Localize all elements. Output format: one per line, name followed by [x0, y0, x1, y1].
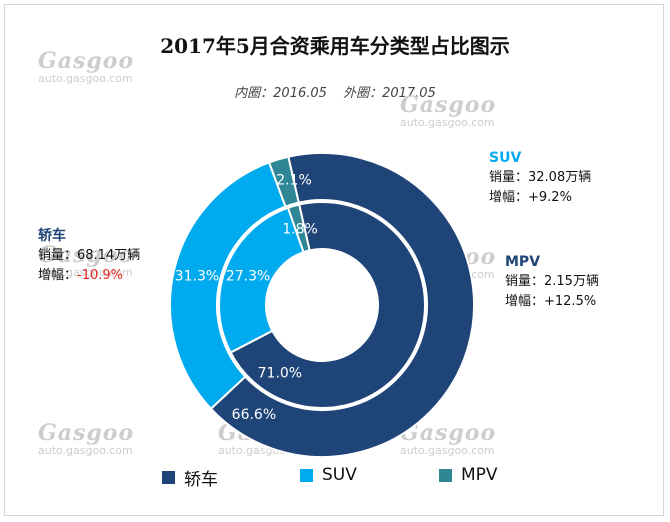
callout-sedan-growth-label: 增幅： [38, 268, 78, 283]
callout-mpv: MPV 销量：2.15万辆 增幅：+12.5% [505, 252, 599, 312]
callout-suv: SUV 销量：32.08万辆 增幅：+9.2% [489, 148, 591, 208]
outer-label-sedan: 66.6% [232, 407, 276, 423]
outer-slice-mpv [267, 155, 300, 208]
outer-slice-suv [169, 161, 287, 411]
callout-sedan: 轿车 销量：68.14万辆 增幅：-10.9% [38, 226, 140, 286]
chart-frame [4, 4, 664, 516]
legend-label: 轿车 [184, 470, 218, 490]
callout-sedan-growth: 增幅：-10.9% [38, 266, 140, 286]
subtitle-inner-ring: 内圈：2016.05 [234, 86, 327, 101]
callout-suv-growth: 增幅：+9.2% [489, 190, 572, 205]
legend-item-sedan: 轿车 [162, 465, 218, 490]
legend-swatch [439, 468, 452, 482]
legend-label: MPV [461, 465, 498, 485]
outer-label-mpv: 2.1% [276, 173, 312, 189]
subtitle-outer-ring: 外圈：2017.05 [343, 86, 436, 101]
callout-sedan-growth-value: -10.9% [77, 268, 124, 283]
legend-swatch [162, 471, 175, 484]
inner-label-mpv: 1.8% [282, 222, 318, 238]
inner-slice-sedan [229, 201, 426, 409]
chart-title: 2017年5月合资乘用车分类型占比图示 [160, 34, 510, 58]
outer-slice-sedan [209, 152, 475, 458]
callout-sedan-name: 轿车 [38, 228, 66, 244]
legend-label: SUV [322, 465, 357, 485]
inner-slice-mpv [286, 203, 311, 254]
legend-swatch [300, 468, 313, 482]
callout-suv-name: SUV [489, 150, 522, 166]
inner-label-sedan: 71.0% [258, 365, 302, 381]
legend-item-suv: SUV [300, 465, 357, 485]
legend-item-mpv: MPV [439, 465, 498, 485]
callout-mpv-name: MPV [505, 254, 541, 270]
chart-subtitle: 内圈：2016.05 外圈：2017.05 [0, 82, 670, 101]
inner-slice-suv [218, 206, 305, 354]
inner-label-suv: 27.3% [226, 269, 270, 285]
callout-sedan-sales: 销量：68.14万辆 [38, 248, 141, 263]
callout-mpv-growth: 增幅：+12.5% [505, 294, 597, 309]
legend: 轿车 SUV MPV [0, 465, 670, 490]
outer-label-suv: 31.3% [175, 268, 219, 284]
callout-mpv-sales: 销量：2.15万辆 [505, 274, 599, 289]
callout-suv-sales: 销量：32.08万辆 [489, 170, 592, 185]
